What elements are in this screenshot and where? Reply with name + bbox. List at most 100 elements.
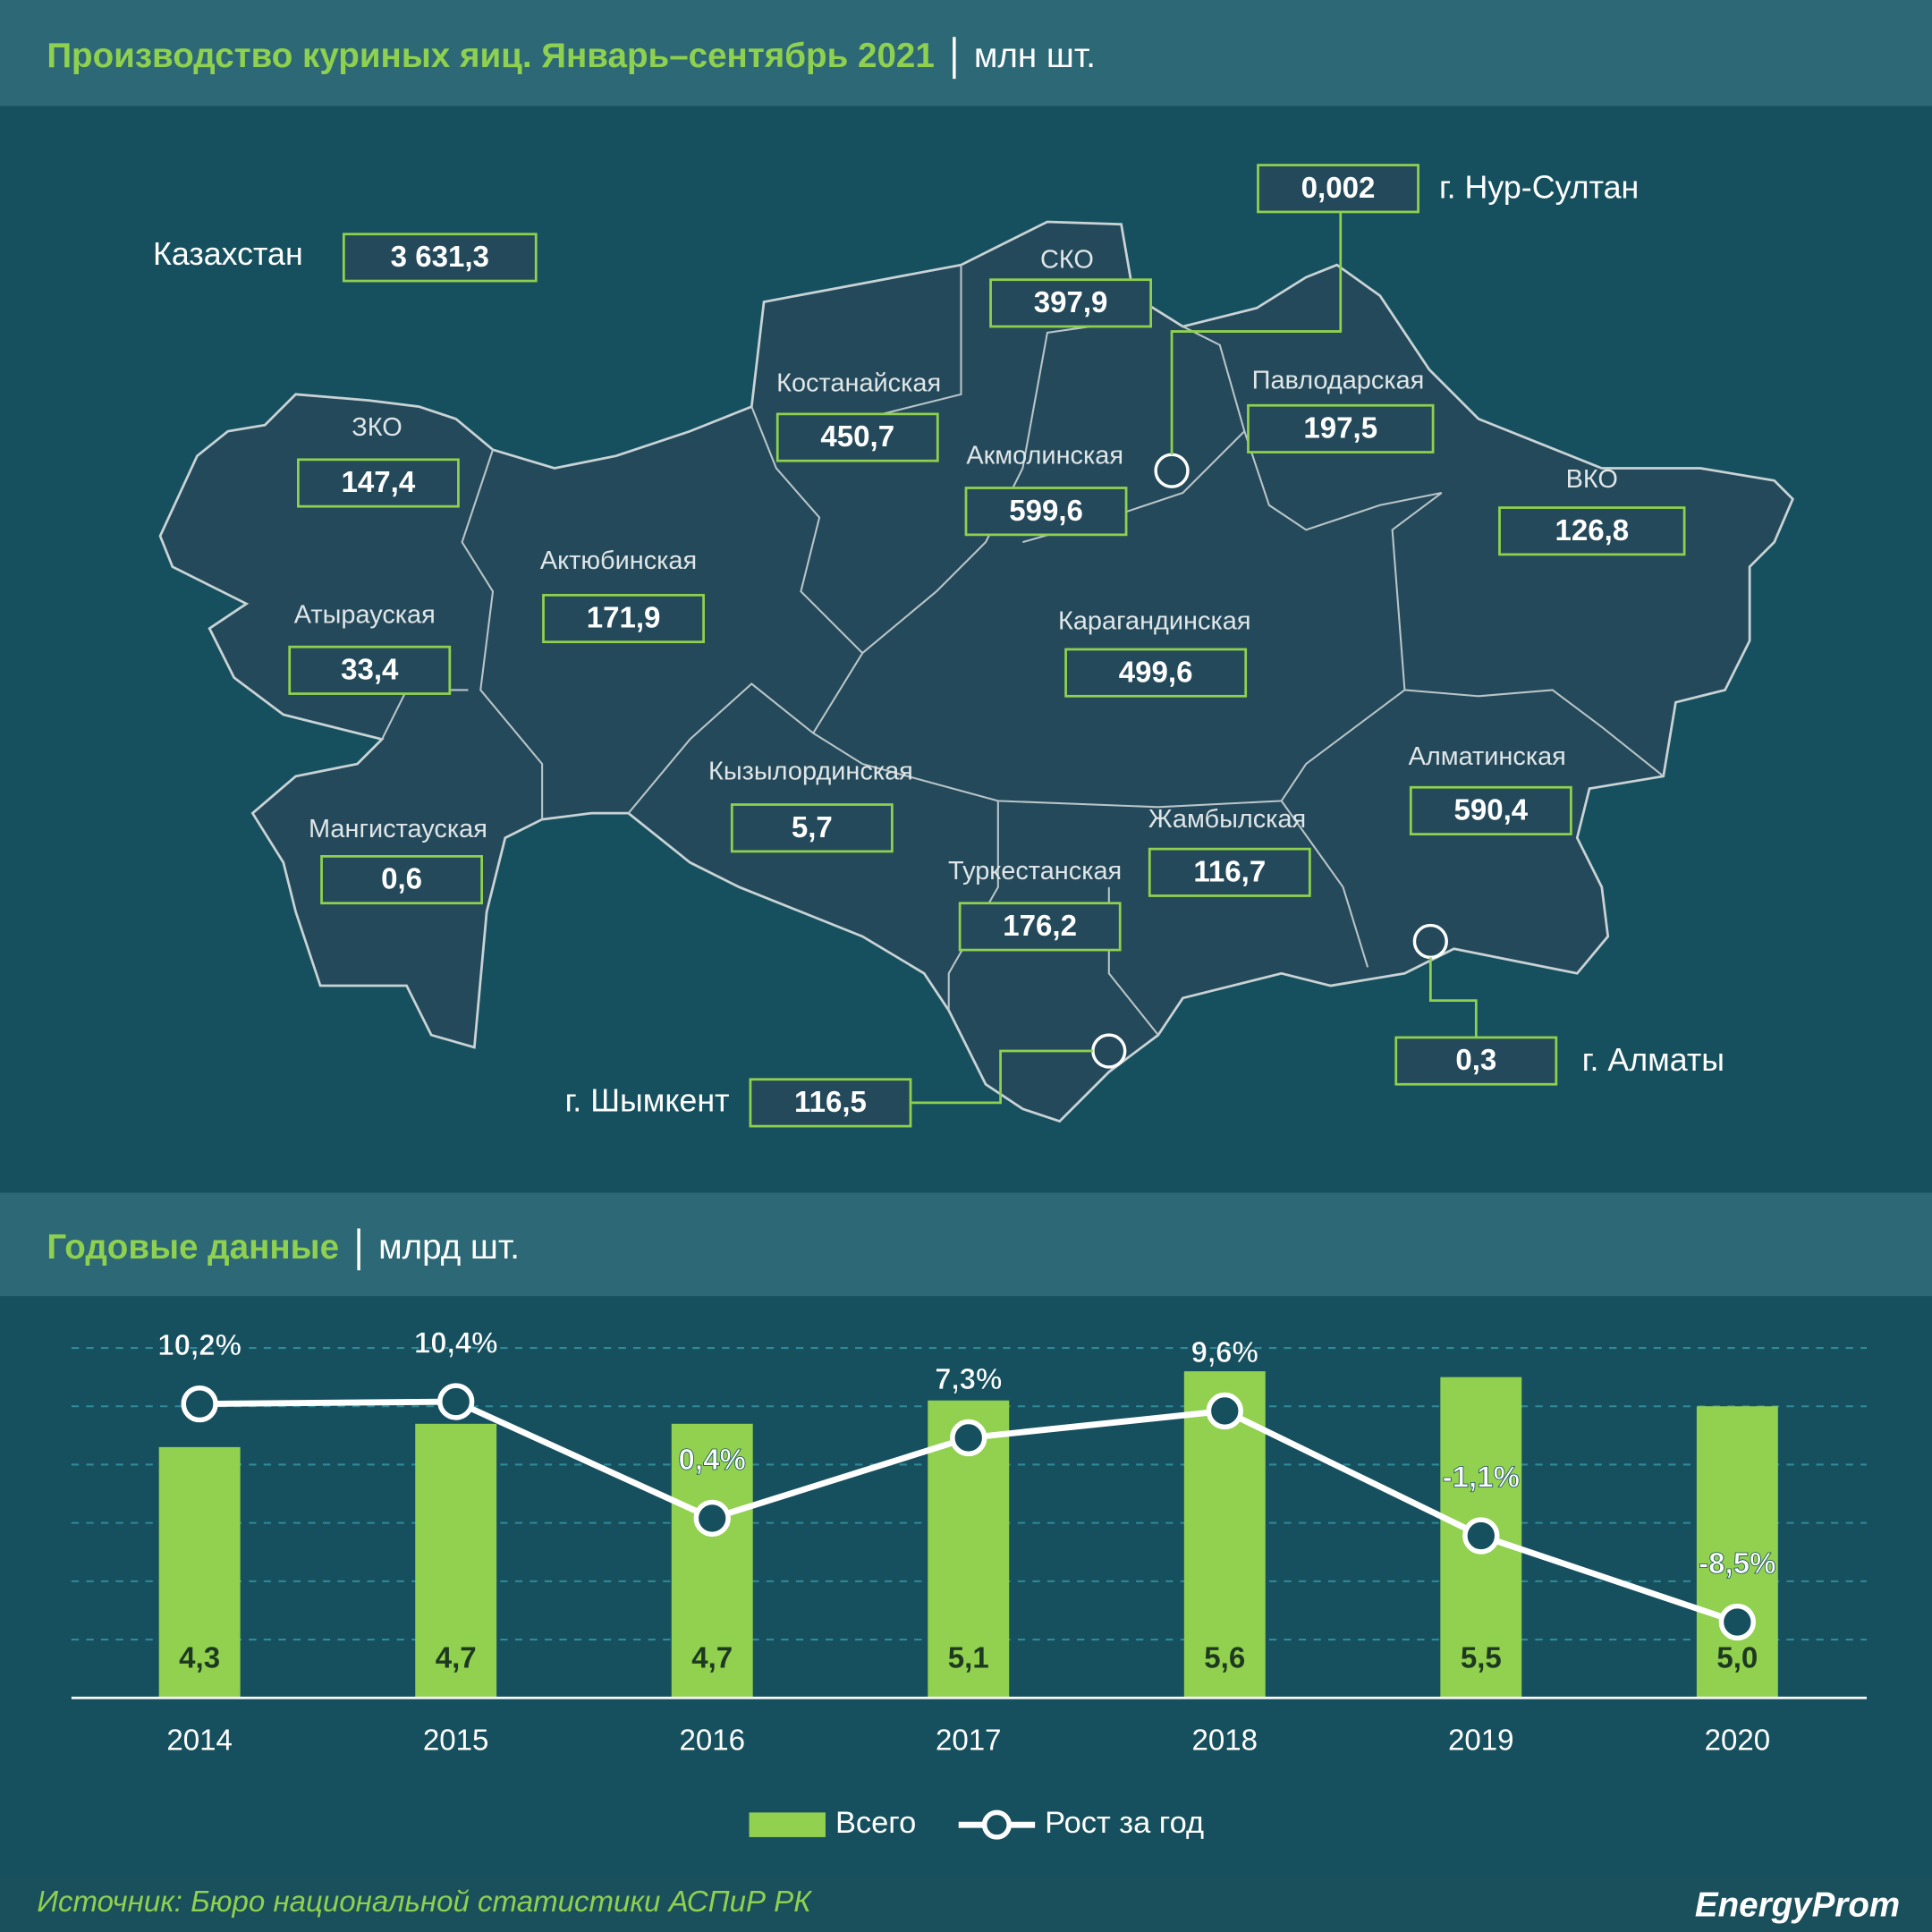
region-value: 0,3 <box>1455 1044 1496 1077</box>
footer-band <box>0 1875 1932 1932</box>
region-name: СКО <box>1040 246 1094 275</box>
region-name: Костанайская <box>776 369 941 397</box>
growth-label: -8,5% <box>1699 1547 1775 1580</box>
region-name: г. Алматы <box>1582 1042 1724 1078</box>
bar-value-label: 5,0 <box>1716 1641 1758 1674</box>
bar <box>158 1446 241 1699</box>
logo: EnergyProm <box>1695 1886 1900 1925</box>
region-value: 176,2 <box>1003 910 1077 943</box>
region-value: 3 631,3 <box>391 241 489 274</box>
region-name: Акмолинская <box>966 442 1123 470</box>
leader-line <box>1170 211 1343 455</box>
growth-point <box>693 1499 731 1538</box>
growth-point <box>1718 1603 1757 1641</box>
region-name: Кызылординская <box>708 757 913 785</box>
bar-value-label: 5,1 <box>948 1641 989 1674</box>
growth-label: 0,4% <box>679 1444 746 1477</box>
region-name: Карагандинская <box>1058 606 1250 635</box>
region-value: 171,9 <box>587 602 661 635</box>
value-box <box>1394 1036 1558 1086</box>
value-box <box>1247 403 1435 453</box>
bar <box>671 1423 753 1699</box>
region-value: 116,5 <box>794 1086 867 1119</box>
growth-label: -1,1% <box>1443 1461 1520 1494</box>
region-value: 147,4 <box>342 466 416 499</box>
growth-point <box>950 1419 987 1457</box>
region-value: 33,4 <box>341 653 399 686</box>
unit: млн шт. <box>974 37 1096 75</box>
region-name: ЗКО <box>352 413 402 442</box>
chart-header-band <box>0 1192 1932 1297</box>
chart-unit: млрд шт. <box>378 1228 520 1267</box>
value-box <box>958 902 1122 952</box>
x-tick-label: 2015 <box>423 1724 489 1758</box>
value-box <box>1409 785 1572 835</box>
growth-label: 9,6% <box>1191 1336 1258 1369</box>
growth-point <box>1206 1392 1243 1430</box>
value-box <box>749 1078 912 1128</box>
region-value: 499,6 <box>1119 656 1193 689</box>
value-box <box>288 645 452 695</box>
x-tick-label: 2016 <box>679 1724 745 1758</box>
region-name: Алматинская <box>1409 742 1566 771</box>
value-box <box>1498 506 1686 556</box>
value-box <box>964 487 1128 537</box>
region-name: Атырауская <box>294 600 436 629</box>
leader-line <box>911 1049 1093 1105</box>
legend-label: Всего <box>835 1806 916 1840</box>
growth-label: 10,2% <box>157 1329 242 1362</box>
bar <box>1696 1406 1778 1699</box>
region-name: Жамбылская <box>1148 805 1306 834</box>
region-value: 0,6 <box>381 863 422 896</box>
x-tick-label: 2020 <box>1705 1724 1771 1758</box>
source: Источник: Бюро национальной статистики А… <box>37 1885 813 1919</box>
value-box <box>989 278 1153 328</box>
value-box <box>1148 847 1311 897</box>
region-value: 0,002 <box>1301 172 1376 205</box>
value-box <box>1257 164 1419 214</box>
bar <box>415 1423 497 1699</box>
growth-label: 7,3% <box>935 1363 1002 1396</box>
bar-value-label: 4,7 <box>436 1641 477 1674</box>
region-value: 590,4 <box>1453 794 1528 827</box>
region-value: 397,9 <box>1034 286 1108 319</box>
region-value: 450,7 <box>820 420 894 453</box>
x-tick-label: 2017 <box>936 1724 1002 1758</box>
value-box <box>1064 648 1248 698</box>
growth-point <box>181 1385 218 1423</box>
chart-title: Годовые данные <box>47 1228 339 1267</box>
region-value: 599,6 <box>1009 495 1083 528</box>
bar-value-label: 5,6 <box>1204 1641 1245 1674</box>
x-tick-label: 2018 <box>1192 1724 1258 1758</box>
title: Производство куриных яиц. Январь–сентябр… <box>47 37 934 75</box>
region-name: г. Нур-Султан <box>1439 170 1639 206</box>
bar-value-label: 4,3 <box>179 1641 220 1674</box>
region-name: ВКО <box>1566 465 1618 494</box>
region-name: Актюбинская <box>540 547 697 575</box>
value-box <box>542 593 705 644</box>
bar-value-label: 5,5 <box>1461 1641 1502 1674</box>
growth-point <box>1462 1517 1500 1555</box>
x-tick-label: 2014 <box>166 1724 233 1758</box>
region-name: Павлодарская <box>1252 367 1425 395</box>
value-box <box>320 855 483 905</box>
map-labels: Казахстан 3 631,3 СКО 397,9 Костанайская 450,… <box>153 164 1724 1128</box>
legend-label: Рост за год <box>1045 1806 1204 1840</box>
combo-chart: 4,3 4,7 4,7 5,1 5,6 5,5 5,0 10,2% 10,4% 0,4% 7,3% 9… <box>71 1326 1867 1840</box>
region-value: 116,7 <box>1193 855 1266 888</box>
region-value: 5,7 <box>792 811 833 844</box>
leader-line <box>1428 957 1478 1038</box>
x-tick-label: 2019 <box>1448 1724 1514 1758</box>
region-value: 197,5 <box>1303 411 1377 445</box>
region-name: Мангистауская <box>309 815 487 843</box>
value-box <box>775 412 939 462</box>
region-name: Туркестанская <box>948 857 1122 886</box>
growth-point <box>437 1383 475 1420</box>
header-band <box>0 0 1932 106</box>
value-box <box>730 803 894 853</box>
region-value: 126,8 <box>1555 514 1629 547</box>
value-box <box>342 233 538 283</box>
region-name: г. Шымкент <box>565 1082 730 1118</box>
bar-value-label: 4,7 <box>691 1641 733 1674</box>
